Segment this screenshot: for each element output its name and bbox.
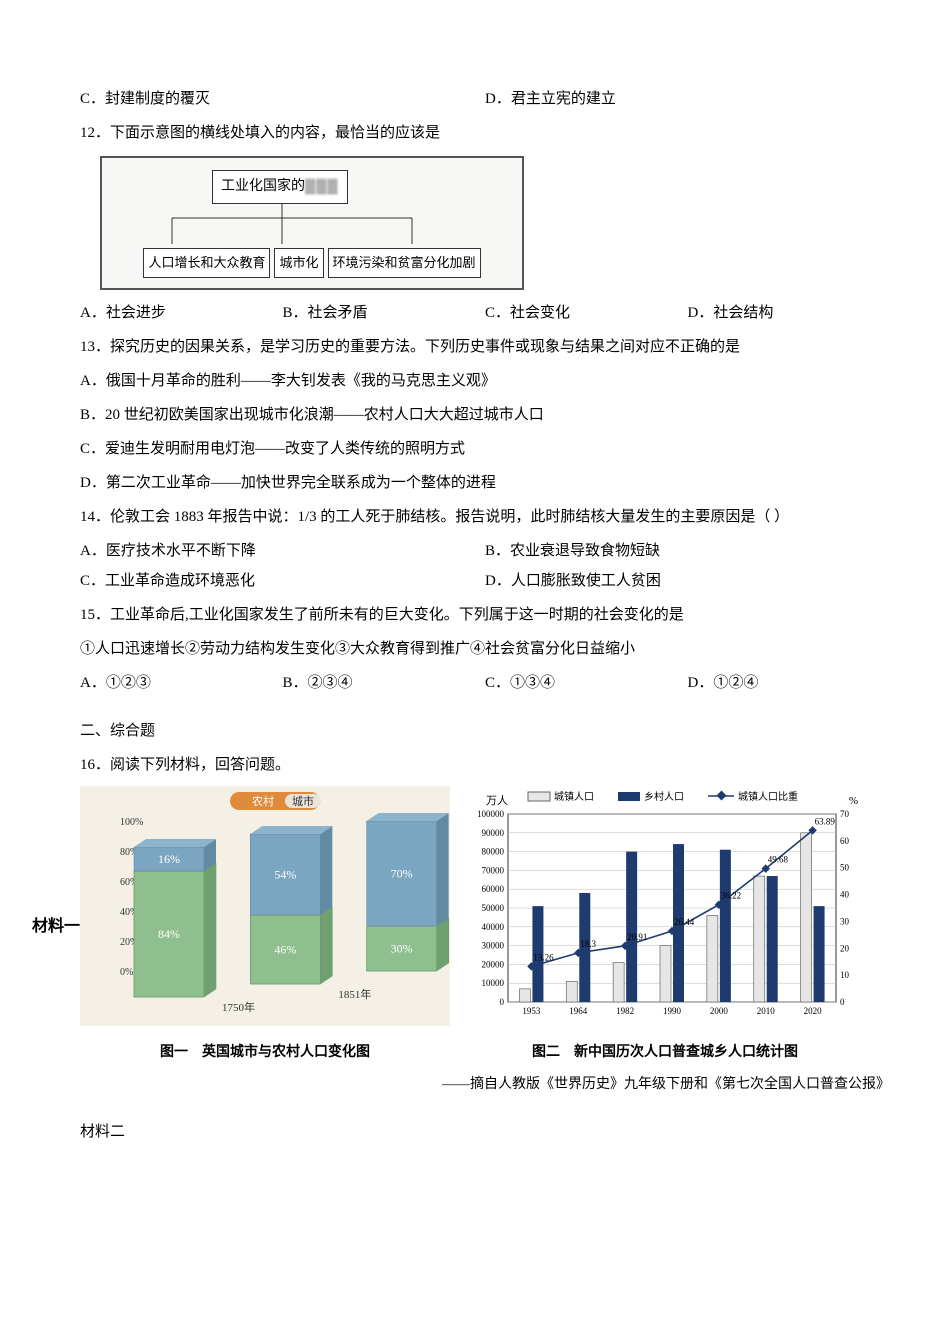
q12-opt-d: D．社会结构 — [688, 298, 891, 328]
q12-diagram-b1: 人口增长和大众教育 — [143, 248, 270, 278]
q12-diagram-b3: 环境污染和贫富分化加剧 — [328, 248, 481, 278]
q12-diagram-b2: 城市化 — [274, 248, 323, 278]
q15-opt-d: D．①②④ — [688, 668, 891, 698]
svg-text:70000: 70000 — [482, 865, 505, 875]
q14-stem: 14．伦敦工会 1883 年报告中说：1/3 的工人死于肺结核。报告说明，此时肺… — [80, 502, 890, 532]
q14-opt-b: B．农业衰退导致食物短缺 — [485, 536, 890, 566]
svg-text:城镇人口: 城镇人口 — [554, 790, 594, 803]
svg-text:1953: 1953 — [522, 1006, 541, 1016]
svg-text:1964: 1964 — [569, 1006, 588, 1016]
svg-text:万人: 万人 — [486, 794, 508, 807]
svg-text:40000: 40000 — [482, 922, 505, 932]
svg-text:1750年: 1750年 — [222, 1000, 255, 1014]
svg-text:18.3: 18.3 — [580, 939, 596, 949]
svg-text:20: 20 — [840, 943, 850, 953]
svg-text:54%: 54% — [274, 868, 296, 882]
svg-text:1990: 1990 — [663, 1006, 682, 1016]
q12-diagram-top-blank: ▓▓▓ — [305, 173, 339, 201]
q12-diagram: 工业化国家的▓▓▓ 人口增长和大众教育 城市化 环境污染和贫富分化加剧 — [100, 156, 524, 290]
q14-opt-a: A．医疗技术水平不断下降 — [80, 536, 485, 566]
svg-text:84%: 84% — [158, 927, 180, 941]
q12-diagram-bottom-row: 人口增长和大众教育 城市化 环境污染和贫富分化加剧 — [112, 248, 512, 278]
q16-fig2-chart: 万人%0100002000030000400005000060000700008… — [460, 786, 870, 1026]
svg-text:50000: 50000 — [482, 903, 505, 913]
q14-opt-c: C．工业革命造成环境恶化 — [80, 566, 485, 596]
q13-opt-d: D．第二次工业革命——加快世界完全联系成为一个整体的进程 — [80, 468, 890, 498]
svg-text:2000: 2000 — [710, 1006, 729, 1016]
svg-text:30%: 30% — [391, 942, 413, 956]
q15-stem: 15．工业革命后,工业化国家发生了前所未有的巨大变化。下列属于这一时期的社会变化… — [80, 600, 890, 630]
svg-text:70%: 70% — [391, 867, 413, 881]
svg-text:60000: 60000 — [482, 884, 505, 894]
q15-opt-b: B．②③④ — [283, 668, 486, 698]
svg-text:100000: 100000 — [477, 809, 505, 819]
section2-title: 二、综合题 — [80, 716, 890, 746]
svg-text:城镇人口比重: 城镇人口比重 — [738, 790, 798, 803]
q11-opt-d: D．君主立宪的建立 — [485, 84, 890, 114]
q14-options: A．医疗技术水平不断下降 B．农业衰退导致食物短缺 C．工业革命造成环境恶化 D… — [80, 536, 890, 596]
svg-text:90000: 90000 — [482, 828, 505, 838]
svg-text:40: 40 — [840, 890, 850, 900]
svg-text:100%: 100% — [120, 817, 143, 828]
svg-text:城市: 城市 — [292, 794, 314, 808]
q12-stem: 12．下面示意图的横线处填入的内容，最恰当的应该是 — [80, 118, 890, 148]
q12-opt-b: B．社会矛盾 — [283, 298, 486, 328]
svg-text:13.26: 13.26 — [533, 952, 554, 962]
q15-opt-a: A．①②③ — [80, 668, 283, 698]
q12-opt-c: C．社会变化 — [485, 298, 688, 328]
svg-text:30000: 30000 — [482, 941, 505, 951]
q16-material1-label: 材料一 — [32, 911, 80, 943]
svg-text:0: 0 — [840, 997, 845, 1007]
q14-opt-d: D．人口膨胀致使工人贫困 — [485, 566, 890, 596]
q16-fig2-panel: 万人%0100002000030000400005000060000700008… — [460, 786, 870, 1067]
svg-text:70: 70 — [840, 809, 850, 819]
q15-opt-c: C．①③④ — [485, 668, 688, 698]
q16-source: ——摘自人教版《世界历史》九年级下册和《第七次全国人口普查公报》 — [80, 1071, 890, 1099]
svg-text:1982: 1982 — [616, 1006, 634, 1016]
q12-opt-a: A．社会进步 — [80, 298, 283, 328]
q13-opt-b: B．20 世纪初欧美国家出现城市化浪潮——农村人口大大超过城市人口 — [80, 400, 890, 430]
q16-material2-label: 材料二 — [80, 1117, 890, 1147]
q16-stem: 16．阅读下列材料，回答问题。 — [80, 750, 890, 780]
svg-text:0: 0 — [500, 997, 505, 1007]
q12-diagram-connector — [112, 204, 492, 248]
svg-text:49.68: 49.68 — [768, 855, 789, 865]
svg-text:46%: 46% — [274, 943, 296, 957]
svg-text:1851年: 1851年 — [338, 987, 371, 1001]
svg-text:20.91: 20.91 — [627, 932, 647, 942]
q11-options: C．封建制度的覆灭 D．君主立宪的建立 — [80, 84, 890, 114]
q16-fig1-chart: 农村城市0%20%40%60%80%100%16%84%1750年54%46%1… — [80, 786, 450, 1026]
svg-text:36.22: 36.22 — [721, 891, 741, 901]
q13-stem: 13．探究历史的因果关系，是学习历史的重要方法。下列历史事件或现象与结果之间对应… — [80, 332, 890, 362]
q15-sub: ①人口迅速增长②劳动力结构发生变化③大众教育得到推广④社会贫富分化日益缩小 — [80, 634, 890, 664]
svg-text:80000: 80000 — [482, 847, 505, 857]
svg-text:60: 60 — [840, 836, 850, 846]
q12-options: A．社会进步 B．社会矛盾 C．社会变化 D．社会结构 — [80, 298, 890, 328]
svg-text:16%: 16% — [158, 852, 180, 866]
svg-text:乡村人口: 乡村人口 — [644, 790, 684, 803]
svg-text:50: 50 — [840, 863, 850, 873]
q16-fig2-caption: 图二 新中国历次人口普查城乡人口统计图 — [460, 1039, 870, 1067]
svg-text:30: 30 — [840, 916, 850, 926]
q15-options: A．①②③ B．②③④ C．①③④ D．①②④ — [80, 668, 890, 698]
q12-diagram-top-label: 工业化国家的 — [221, 179, 305, 194]
q12-diagram-top: 工业化国家的▓▓▓ — [212, 170, 348, 204]
q16-figures: 材料一 农村城市0%20%40%60%80%100%16%84%1750年54%… — [80, 786, 890, 1067]
svg-text:63.89: 63.89 — [815, 816, 836, 826]
svg-text:0%: 0% — [120, 967, 133, 978]
svg-text:农村: 农村 — [252, 794, 274, 808]
svg-text:2020: 2020 — [804, 1006, 823, 1016]
q13-opt-a: A．俄国十月革命的胜利——李大钊发表《我的马克思主义观》 — [80, 366, 890, 396]
svg-text:%: % — [849, 795, 858, 807]
q16-fig1-caption: 图一 英国城市与农村人口变化图 — [80, 1039, 450, 1067]
q11-opt-c: C．封建制度的覆灭 — [80, 84, 485, 114]
svg-text:2010: 2010 — [757, 1006, 776, 1016]
q13-opt-c: C．爱迪生发明耐用电灯泡——改变了人类传统的照明方式 — [80, 434, 890, 464]
svg-text:26.44: 26.44 — [674, 917, 695, 927]
svg-text:20000: 20000 — [482, 959, 505, 969]
svg-text:10: 10 — [840, 970, 850, 980]
svg-text:10000: 10000 — [482, 978, 505, 988]
q16-fig1-panel: 材料一 农村城市0%20%40%60%80%100%16%84%1750年54%… — [80, 786, 450, 1067]
